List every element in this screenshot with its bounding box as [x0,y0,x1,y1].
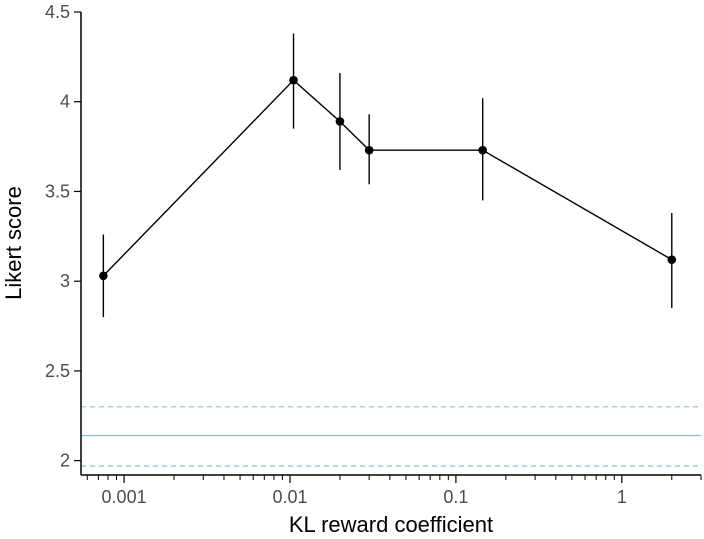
reference-band-layer [81,406,701,467]
x-tick-label: 0.1 [443,487,468,507]
data-point [99,271,108,281]
x-tick-label: 0.001 [102,487,147,507]
series-line [102,79,673,277]
y-tick-label: 3.5 [45,181,70,201]
x-tick-label: 1 [617,487,627,507]
y-tick-label: 2 [60,451,70,471]
y-tick-label: 4 [60,92,70,112]
data-point [335,117,345,126]
series-layer [99,33,677,318]
y-ticks: 2 2.5 3 3.5 4 4.5 [45,2,81,471]
x-ticks: 0.001 0.01 0.1 1 [86,475,702,507]
data-point [364,145,374,155]
y-tick-label: 2.5 [45,361,70,381]
x-axis-title: KL reward coefficient [289,512,493,537]
y-axis-title: Likert score [1,186,26,300]
data-point [667,255,677,264]
y-tick-label: 3 [60,271,70,291]
data-point [289,75,298,85]
data-point [478,145,487,155]
axes [80,12,701,476]
x-tick-label: 0.01 [272,487,307,507]
y-tick-label: 4.5 [45,2,70,22]
